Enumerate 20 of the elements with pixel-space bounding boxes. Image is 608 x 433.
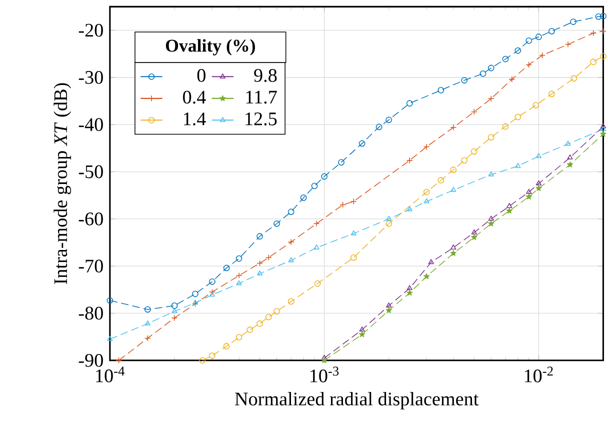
legend-label: 9.8: [254, 68, 277, 82]
legend-label: 0.4: [183, 90, 206, 104]
y-tick-label: -50: [78, 165, 103, 178]
legend-label: 11.7: [246, 90, 277, 104]
legend-label: 1.4: [184, 112, 206, 126]
y-tick-label: -70: [78, 260, 103, 272]
y-tick-label: -20: [78, 24, 103, 37]
y-tick-label: -40: [78, 118, 103, 132]
y-axis-title: Intra-mode group XT (dB): [54, 83, 72, 284]
y-tick-label: -80: [78, 306, 103, 320]
y-tick-label: -90: [78, 354, 103, 367]
legend-title: Ovality (%): [166, 39, 255, 56]
x-tick-label: 10$^{-2}$: [524, 366, 553, 382]
legend-label: 12.5: [246, 112, 277, 126]
legend-label: 0: [197, 68, 206, 82]
x-tick-label: 10$^{-3}$: [310, 366, 339, 382]
x-axis-title: Normalized radial displacement: [235, 392, 479, 410]
y-tick-label: -30: [78, 70, 103, 84]
y-tick-label: -60: [78, 212, 103, 226]
x-tick-label: 10$^{-4}$: [96, 366, 125, 382]
